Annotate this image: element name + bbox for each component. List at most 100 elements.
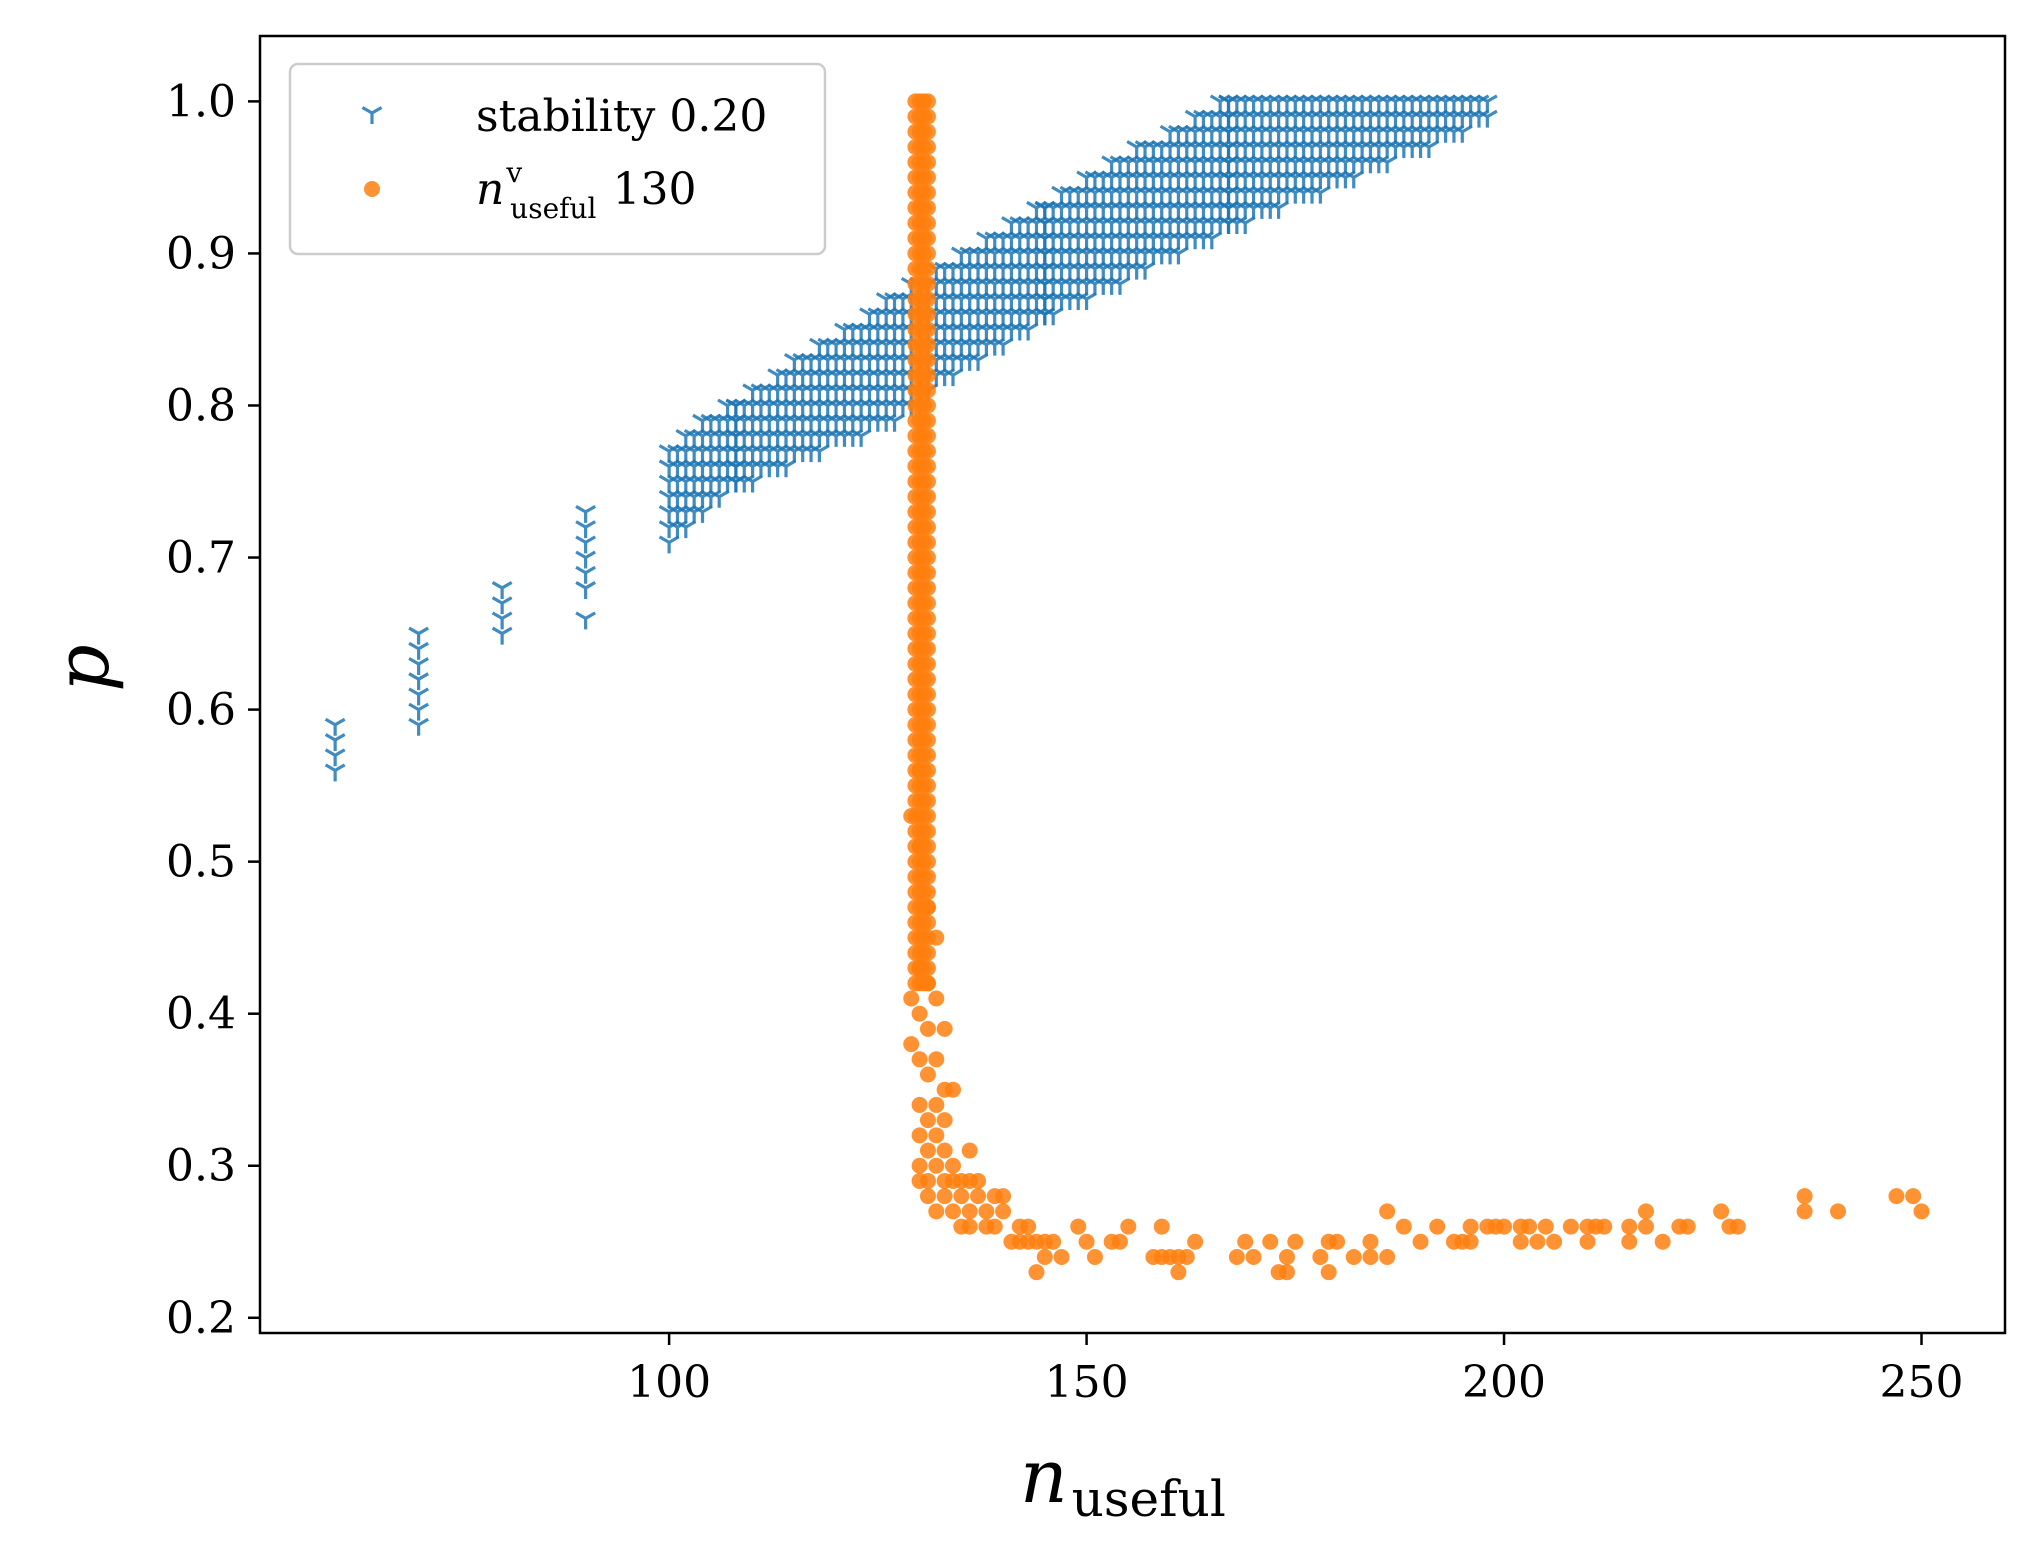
stability-point [408,702,430,721]
nuseful-point [1537,1218,1554,1235]
nuseful-point [1679,1218,1696,1235]
nuseful-point [919,519,936,536]
nuseful-point [1512,1233,1529,1250]
nuseful-point [911,1157,928,1174]
nuseful-point [1120,1218,1137,1235]
stability-point [491,581,513,599]
legend-marker-nuseful [364,181,380,197]
y-tick-label: 0.9 [166,228,236,279]
nuseful-point [919,260,936,277]
nuseful-point [1312,1248,1329,1265]
nuseful-point [919,777,936,794]
nuseful-point [919,625,936,642]
nuseful-point [1053,1248,1070,1265]
nuseful-point [919,564,936,581]
y-axis: 0.2 0.3 0.4 0.5 0.6 0.7 0.8 0.9 1.0 [166,76,260,1344]
legend-stability-marker [361,106,383,124]
nuseful-point [1379,1203,1396,1220]
nuseful-point [1888,1188,1905,1205]
nuseful-point [919,488,936,505]
stability-point [491,626,513,645]
stability-point [658,535,680,554]
nuseful-point [919,944,936,961]
stability-point [491,611,513,630]
nuseful-point [911,1051,928,1068]
nuseful-point [1045,1233,1062,1250]
nuseful-point [919,1172,936,1189]
stability-point [408,672,430,691]
nuseful-point [1596,1218,1613,1235]
x-axis-label: n useful [1020,1434,1226,1528]
nuseful-point [1362,1248,1379,1265]
nuseful-point [1228,1248,1245,1265]
nuseful-point [1028,1264,1045,1281]
nuseful-point [1713,1203,1730,1220]
nuseful-point [919,579,936,596]
nuseful-point [1362,1233,1379,1250]
nuseful-point [919,610,936,627]
nuseful-point [919,1112,936,1129]
stability-point [1476,109,1498,128]
nuseful-point [919,123,936,140]
nuseful-point [928,1203,945,1220]
nuseful-point [1529,1233,1546,1250]
nuseful-point [903,808,920,825]
plot-area [324,93,1930,1281]
nuseful-point [1830,1203,1847,1220]
stability-point [575,535,596,554]
x-tick-label: 250 [1880,1357,1964,1408]
nuseful-point [919,382,936,399]
nuseful-point [1320,1264,1337,1281]
nuseful-point [1395,1218,1412,1235]
nuseful-point [1546,1233,1563,1250]
nuseful-point [1379,1248,1396,1265]
nuseful-point [919,808,936,825]
stability-point [575,611,596,630]
nuseful-point [1020,1218,1037,1235]
nuseful-point [919,336,936,353]
legend-n: n [476,164,504,215]
stability-point [324,748,346,767]
nuseful-point [1729,1218,1746,1235]
nuseful-point [928,1127,945,1144]
nuseful-point [919,275,936,292]
nuseful-point [986,1218,1003,1235]
nuseful-point [919,853,936,870]
nuseful-point [1621,1233,1638,1250]
nuseful-point [919,397,936,414]
nuseful-point [978,1203,995,1220]
stability-point [408,641,430,660]
stability-point [491,596,513,615]
nuseful-point [1070,1218,1087,1235]
nuseful-point [928,990,945,1007]
nuseful-point [919,473,936,490]
nuseful-point [1245,1248,1262,1265]
nuseful-point [1170,1264,1187,1281]
nuseful-point [919,154,936,171]
nuseful-point [1905,1188,1922,1205]
nuseful-point [1637,1218,1654,1235]
nuseful-point [919,655,936,672]
nuseful-point [1521,1218,1538,1235]
stability-point [408,687,430,706]
y-tick-label: 0.5 [166,837,236,888]
nuseful-point [936,1020,953,1037]
nuseful-point [919,458,936,475]
nuseful-point [1262,1233,1279,1250]
stability-point [575,550,596,569]
nuseful-point [919,199,936,216]
nuseful-point [911,1005,928,1022]
nuseful-point [919,899,936,916]
nuseful-point [911,960,928,977]
nuseful-point [936,1188,953,1205]
nuseful-point [928,929,945,946]
nuseful-point [919,427,936,444]
axes-frame [258,34,2007,1335]
nuseful-point [911,762,928,779]
nuseful-point [919,1142,936,1159]
nuseful-point [919,671,936,688]
x-axis-label-main: n [1020,1434,1068,1520]
nuseful-point [995,1188,1012,1205]
nuseful-point [961,1203,978,1220]
legend-marker-stability [361,106,383,124]
